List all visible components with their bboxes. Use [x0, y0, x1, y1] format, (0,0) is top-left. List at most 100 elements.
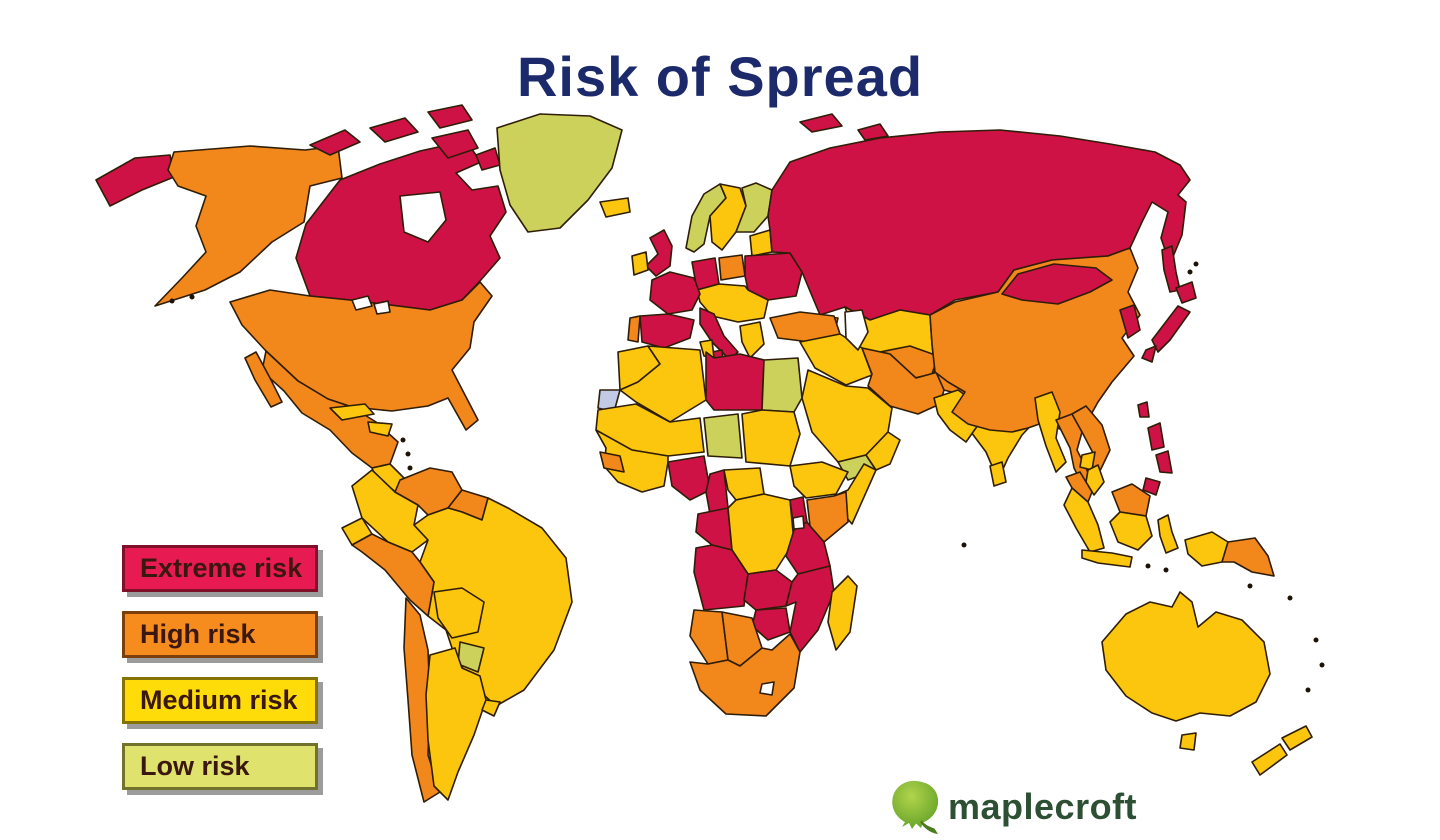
region-poland: [718, 254, 746, 281]
region-papua-new-guinea: [1221, 537, 1275, 577]
region-australia: [1101, 591, 1271, 722]
great-lakes: [351, 295, 373, 311]
legend-label-high: High risk: [140, 619, 256, 649]
island-speck: [169, 298, 175, 304]
region-ireland: [631, 251, 649, 276]
island-speck: [1163, 567, 1169, 573]
lake-victoria: [792, 515, 805, 530]
great-lakes: [373, 300, 391, 315]
region-argentina: [425, 647, 487, 801]
island-speck: [1193, 261, 1199, 267]
island-speck: [405, 451, 411, 457]
region-libya: [705, 351, 765, 411]
region-algeria: [619, 345, 707, 423]
region-russia: [767, 129, 1191, 321]
region-sumatra-south: [1063, 487, 1105, 553]
region-nz-south: [1251, 743, 1288, 776]
maplecroft-logo: maplecroft: [890, 778, 1137, 836]
water-features: [351, 191, 869, 696]
region-bolivia: [433, 587, 485, 639]
region-mongolia: [1001, 263, 1113, 305]
region-chad: [703, 413, 743, 459]
region-sumatra-north: [1065, 471, 1093, 503]
region-malaysia: [1085, 464, 1105, 496]
region-oman: [865, 431, 901, 471]
region-gabon-congo: [695, 507, 733, 551]
lesotho: [759, 681, 775, 696]
island-speck: [1319, 662, 1325, 668]
legend-item-extreme: Extreme risk: [122, 545, 318, 592]
legend: Extreme risk High risk Medium risk Low r…: [122, 545, 318, 809]
region-iceland: [599, 197, 631, 218]
region-japan-hokkaido: [1175, 281, 1197, 304]
legend-swatch-extreme: Extreme risk: [122, 545, 318, 592]
legend-label-extreme: Extreme risk: [140, 553, 303, 583]
legend-item-medium: Medium risk: [122, 677, 318, 724]
region-sulawesi: [1157, 514, 1179, 554]
region-uruguay: [481, 699, 501, 717]
region-tasmania: [1179, 732, 1197, 751]
region-sakhalin: [1161, 245, 1181, 293]
island-speck: [407, 465, 413, 471]
region-greece: [739, 321, 765, 359]
region-nigeria: [667, 455, 711, 501]
region-java: [1081, 549, 1133, 568]
island-speck: [1187, 269, 1193, 275]
region-philippines: [1142, 477, 1161, 496]
legend-item-low: Low risk: [122, 743, 318, 790]
logo-text: maplecroft: [948, 786, 1138, 827]
region-central-europe-balkans: [696, 283, 769, 323]
caspian-sea: [844, 309, 869, 351]
region-japan-honshu: [1151, 305, 1191, 353]
region-peru: [351, 533, 435, 617]
page-title: Risk of Spread: [516, 44, 924, 108]
region-spain: [639, 313, 695, 349]
leaf-icon: [892, 780, 939, 834]
region-chukotka: [95, 154, 175, 207]
region-nz-north: [1281, 725, 1313, 751]
landmasses: [95, 104, 1313, 803]
hudson-bay: [399, 191, 447, 243]
region-ethiopia: [789, 461, 849, 499]
island-speck: [400, 437, 406, 443]
region-france: [649, 271, 701, 315]
region-arctic-island: [309, 129, 361, 156]
region-baja: [244, 351, 283, 408]
region-korea: [1119, 304, 1141, 339]
region-arctic-island: [431, 129, 479, 159]
island-speck: [1145, 563, 1151, 569]
region-philippines: [1147, 422, 1165, 451]
island-speck: [961, 542, 967, 548]
region-uk: [645, 229, 673, 277]
legend-label-low: Low risk: [140, 751, 250, 781]
region-zambia: [743, 569, 793, 611]
region-china: [929, 247, 1141, 433]
legend-label-medium: Medium risk: [140, 685, 298, 715]
region-cuba: [329, 403, 375, 421]
region-sweden: [709, 183, 747, 251]
island-speck: [189, 294, 195, 300]
region-myanmar: [1034, 391, 1067, 473]
region-arctic-island: [427, 104, 473, 129]
region-sri-lanka: [989, 461, 1007, 487]
region-novaya-zemlya: [799, 113, 843, 133]
region-arctic-island: [475, 147, 501, 171]
region-guinea: [599, 451, 625, 473]
legend-swatch-medium: Medium risk: [122, 677, 318, 724]
legend-swatch-low: Low risk: [122, 743, 318, 790]
region-taiwan: [1137, 401, 1150, 418]
legend-item-high: High risk: [122, 611, 318, 658]
region-arctic-island: [369, 117, 419, 143]
region-philippines: [1155, 450, 1173, 474]
island-speck: [1287, 595, 1293, 601]
region-madagascar: [827, 575, 858, 651]
island-speck: [1247, 583, 1253, 589]
region-borneo-north: [1111, 483, 1151, 517]
region-novaya-zemlya: [857, 123, 889, 141]
island-speck: [1305, 687, 1311, 693]
region-borneo-south: [1109, 511, 1153, 551]
region-egypt: [761, 357, 803, 413]
region-japan-kyushu: [1141, 345, 1157, 363]
region-baltics: [749, 229, 773, 257]
